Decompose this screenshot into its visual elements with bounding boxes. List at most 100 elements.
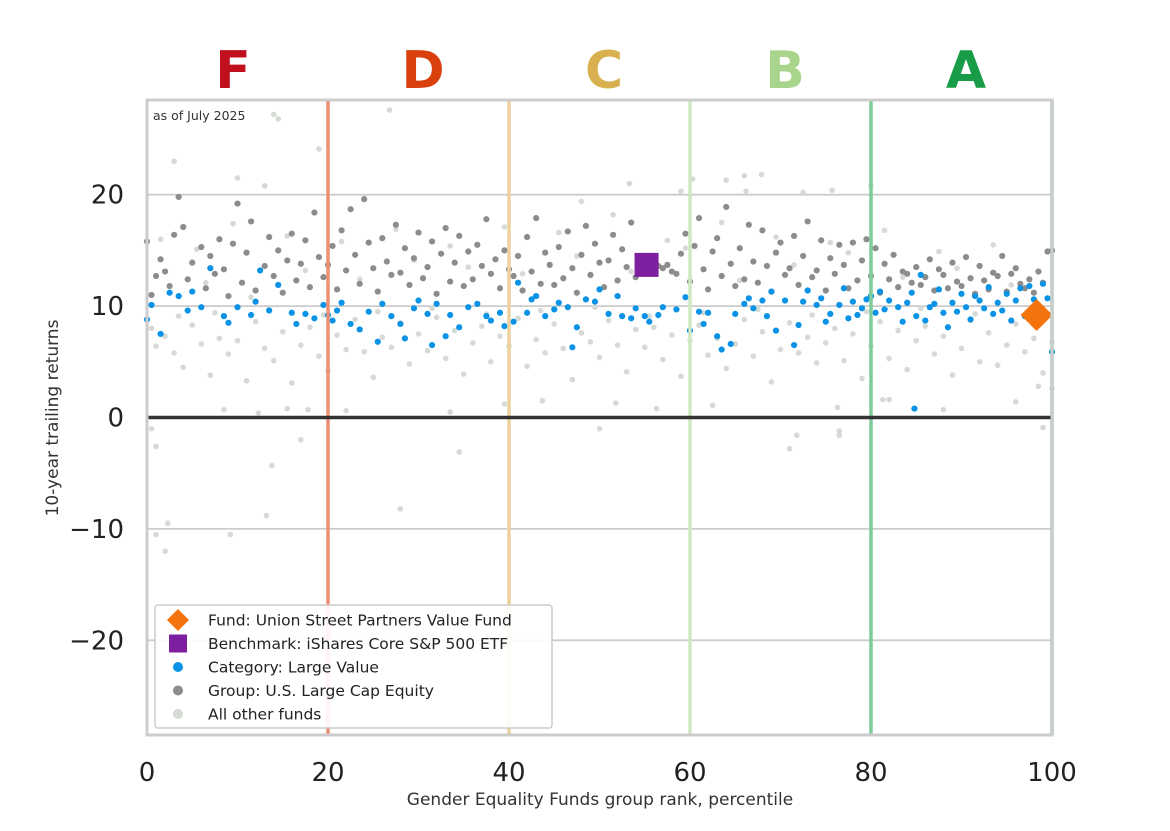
data-point: [334, 332, 340, 338]
grade-letter-b: B: [765, 41, 805, 101]
data-point: [1022, 348, 1028, 355]
data-point: [533, 214, 540, 222]
data-point: [429, 305, 435, 312]
data-point: [804, 218, 811, 225]
data-point: [555, 243, 562, 251]
data-point: [257, 267, 264, 274]
data-point: [247, 311, 255, 319]
data-point: [428, 238, 436, 245]
data-point: [406, 361, 413, 367]
data-point: [415, 229, 422, 236]
data-point: [333, 307, 341, 314]
data-point: [497, 333, 503, 339]
data-point: [315, 253, 323, 261]
data-point: [612, 400, 619, 406]
data-point: [786, 320, 793, 326]
benchmark-marker: [634, 252, 659, 277]
data-point: [772, 327, 780, 334]
data-point: [1026, 276, 1033, 283]
data-point: [669, 332, 675, 338]
data-point: [528, 296, 535, 303]
data-point: [628, 268, 634, 275]
data-point: [243, 249, 250, 256]
data-point: [793, 432, 800, 439]
data-point: [641, 313, 648, 320]
data-point: [773, 234, 779, 240]
data-point: [320, 301, 327, 309]
x-tick-label: 40: [492, 758, 525, 788]
data-point: [605, 317, 612, 324]
data-point: [356, 276, 363, 283]
series-0: [148, 107, 1055, 554]
data-point: [433, 300, 440, 307]
data-point: [578, 198, 585, 205]
data-point: [800, 298, 807, 305]
legend-label: Category: Large Value: [208, 659, 379, 677]
x-tick-label: 0: [139, 758, 156, 788]
data-point: [501, 401, 508, 407]
data-point: [578, 330, 585, 336]
data-point: [758, 171, 765, 178]
data-point: [270, 111, 277, 118]
grade-letter-d: D: [401, 41, 444, 101]
data-point: [419, 275, 427, 282]
data-point: [935, 266, 942, 273]
data-point: [488, 358, 494, 365]
data-points: [143, 107, 1056, 554]
data-point: [243, 377, 250, 384]
data-point: [759, 297, 766, 304]
data-point: [976, 262, 983, 270]
data-point: [157, 256, 164, 263]
data-point: [1012, 265, 1019, 272]
data-point: [157, 330, 164, 338]
data-point: [809, 312, 815, 318]
data-point: [433, 314, 440, 321]
data-point: [605, 310, 612, 317]
legend-box: [154, 604, 553, 729]
data-point: [410, 255, 418, 262]
data-point: [397, 269, 404, 276]
data-point: [949, 299, 956, 306]
data-point: [157, 236, 164, 243]
data-point: [859, 375, 865, 382]
data-point: [881, 260, 888, 267]
data-point: [962, 253, 970, 261]
data-point: [908, 279, 915, 286]
data-point: [904, 299, 911, 306]
data-point: [479, 323, 485, 329]
data-point: [863, 308, 870, 315]
data-point: [863, 296, 870, 303]
data-point: [781, 297, 789, 304]
data-point: [352, 251, 359, 258]
data-point: [985, 330, 992, 336]
data-point: [632, 305, 639, 312]
data-point: [845, 315, 852, 322]
data-point: [700, 309, 707, 316]
data-point: [705, 309, 712, 316]
data-point: [347, 320, 354, 328]
data-point: [777, 346, 784, 353]
data-point: [374, 308, 381, 315]
data-point: [343, 346, 349, 353]
data-point: [212, 309, 218, 316]
data-point: [442, 333, 449, 340]
data-point: [374, 288, 381, 295]
data-point: [994, 362, 1001, 368]
data-point: [985, 284, 992, 291]
data-point: [587, 338, 594, 345]
data-point: [958, 282, 965, 290]
data-point: [275, 247, 282, 254]
series-2: [143, 265, 1056, 412]
data-point: [953, 308, 961, 315]
data-point: [899, 318, 906, 325]
data-point: [171, 350, 177, 356]
data-point: [470, 340, 476, 346]
data-point: [899, 274, 906, 280]
data-point: [288, 309, 295, 316]
data-point: [750, 305, 757, 312]
data-point: [184, 276, 191, 283]
data-point: [750, 353, 757, 360]
data-point: [456, 232, 463, 240]
